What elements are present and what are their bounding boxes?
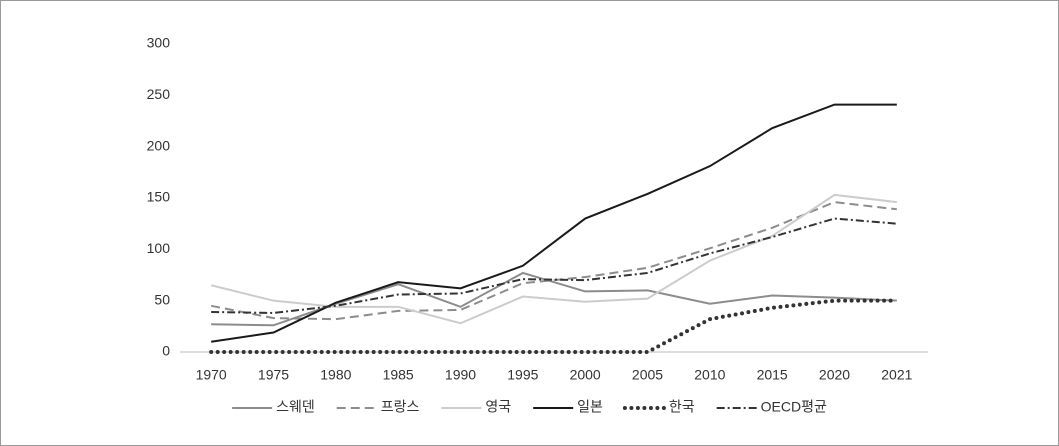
x-tick-label: 2020 [819,367,850,383]
series-line [211,217,897,314]
y-tick-label: 100 [147,240,171,256]
legend-label: OECD평균 [761,399,827,415]
legend-label: 한국 [669,399,695,415]
x-tick-label: 2015 [757,367,788,383]
legend-label: 영국 [485,399,511,415]
y-tick-label: 250 [147,86,171,102]
y-tick-label: 50 [154,291,170,307]
x-tick-label: 1975 [258,367,289,383]
x-tick-label: 1990 [445,367,476,383]
x-tick-label: 1980 [320,367,351,383]
x-tick-label: 2010 [694,367,725,383]
legend-label: 일본 [577,399,603,415]
x-tick-label: 1970 [196,367,227,383]
x-tick-label: 2000 [570,367,601,383]
series-line [210,201,897,321]
x-tick-label: 2021 [881,367,912,383]
series-line [210,193,897,325]
series-line [209,298,899,354]
y-tick-label: 200 [147,137,171,153]
x-tick-label: 1995 [507,367,538,383]
y-tick-label: 0 [162,343,170,359]
x-tick-label: 2005 [632,367,663,383]
y-tick-label: 150 [147,189,171,205]
y-tick-label: 300 [147,35,171,51]
legend-label: 프랑스 [381,399,420,415]
legend-label: 스웨덴 [276,399,315,415]
x-tick-label: 1985 [383,367,414,383]
